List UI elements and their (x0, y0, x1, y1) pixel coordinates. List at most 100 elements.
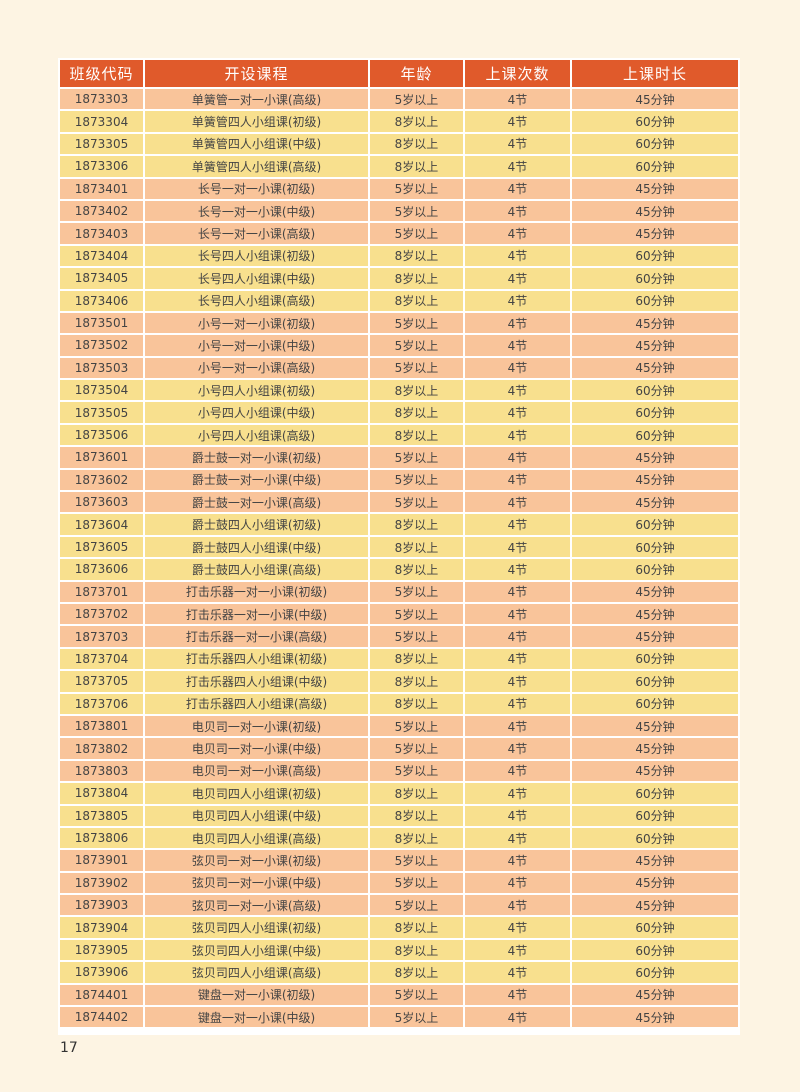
cell-age: 8岁以上 (370, 290, 463, 311)
table-row: 1873505 小号四人小组课(中级) 8岁以上 4节 60分钟 (60, 402, 738, 423)
cell-class-code: 1874402 (60, 1007, 143, 1028)
table-row: 1873805 电贝司四人小组课(中级) 8岁以上 4节 60分钟 (60, 805, 738, 826)
cell-session-count: 4节 (465, 89, 570, 110)
table-row: 1873705 打击乐器四人小组课(中级) 8岁以上 4节 60分钟 (60, 671, 738, 692)
table-row: 1873605 爵士鼓四人小组课(中级) 8岁以上 4节 60分钟 (60, 536, 738, 558)
page-number: 17 (60, 1040, 78, 1056)
cell-duration: 45分钟 (572, 872, 738, 894)
cell-course-name: 打击乐器一对一小课(初级) (145, 581, 368, 602)
table-row: 1873502 小号一对一小课(中级) 5岁以上 4节 45分钟 (60, 335, 738, 356)
cell-class-code: 1873505 (60, 402, 143, 423)
table-row: 1873406 长号四人小组课(高级) 8岁以上 4节 60分钟 (60, 290, 738, 311)
table-row: 1873506 小号四人小组课(高级) 8岁以上 4节 60分钟 (60, 424, 738, 446)
cell-duration: 60分钟 (572, 536, 738, 558)
cell-duration: 45分钟 (572, 447, 738, 468)
cell-session-count: 4节 (465, 648, 570, 670)
table-row: 1873606 爵士鼓四人小组课(高级) 8岁以上 4节 60分钟 (60, 559, 738, 580)
cell-course-name: 键盘一对一小课(中级) (145, 1007, 368, 1028)
cell-class-code: 1873704 (60, 648, 143, 670)
cell-class-code: 1873502 (60, 335, 143, 356)
cell-age: 5岁以上 (370, 312, 463, 334)
table-row: 1873401 长号一对一小课(初级) 5岁以上 4节 45分钟 (60, 178, 738, 199)
table-row: 1873703 打击乐器一对一小课(高级) 5岁以上 4节 45分钟 (60, 626, 738, 647)
table-row: 1873904 弦贝司四人小组课(初级) 8岁以上 4节 60分钟 (60, 917, 738, 938)
cell-session-count: 4节 (465, 895, 570, 916)
cell-session-count: 4节 (465, 223, 570, 244)
cell-course-name: 单簧管四人小组课(高级) (145, 156, 368, 177)
cell-age: 5岁以上 (370, 626, 463, 647)
cell-session-count: 4节 (465, 492, 570, 513)
table-row: 1873501 小号一对一小课(初级) 5岁以上 4节 45分钟 (60, 312, 738, 334)
cell-class-code: 1873802 (60, 738, 143, 759)
cell-session-count: 4节 (465, 783, 570, 804)
cell-session-count: 4节 (465, 469, 570, 491)
cell-course-name: 弦贝司四人小组课(初级) (145, 917, 368, 938)
cell-session-count: 4节 (465, 268, 570, 289)
cell-class-code: 1873601 (60, 447, 143, 468)
cell-age: 5岁以上 (370, 850, 463, 871)
cell-duration: 60分钟 (572, 111, 738, 132)
cell-course-name: 弦贝司一对一小课(高级) (145, 895, 368, 916)
cell-course-name: 电贝司四人小组课(中级) (145, 805, 368, 826)
table-row: 1873806 电贝司四人小组课(高级) 8岁以上 4节 60分钟 (60, 827, 738, 849)
cell-age: 5岁以上 (370, 447, 463, 468)
cell-duration: 45分钟 (572, 469, 738, 491)
cell-class-code: 1873904 (60, 917, 143, 938)
cell-course-name: 打击乐器四人小组课(初级) (145, 648, 368, 670)
cell-class-code: 1873905 (60, 939, 143, 961)
table-row: 1873802 电贝司一对一小课(中级) 5岁以上 4节 45分钟 (60, 738, 738, 759)
cell-class-code: 1873902 (60, 872, 143, 894)
cell-session-count: 4节 (465, 357, 570, 379)
cell-duration: 45分钟 (572, 738, 738, 759)
cell-age: 5岁以上 (370, 178, 463, 199)
cell-duration: 60分钟 (572, 559, 738, 580)
cell-course-name: 爵士鼓四人小组课(初级) (145, 514, 368, 535)
cell-age: 5岁以上 (370, 492, 463, 513)
cell-session-count: 4节 (465, 962, 570, 983)
cell-course-name: 弦贝司四人小组课(中级) (145, 939, 368, 961)
cell-course-name: 长号四人小组课(初级) (145, 245, 368, 267)
cell-age: 5岁以上 (370, 984, 463, 1006)
cell-duration: 60分钟 (572, 917, 738, 938)
cell-class-code: 1873305 (60, 133, 143, 155)
cell-duration: 45分钟 (572, 357, 738, 379)
cell-session-count: 4节 (465, 693, 570, 714)
cell-session-count: 4节 (465, 447, 570, 468)
cell-class-code: 1873306 (60, 156, 143, 177)
cell-age: 8岁以上 (370, 939, 463, 961)
cell-session-count: 4节 (465, 581, 570, 602)
cell-duration: 45分钟 (572, 895, 738, 916)
cell-course-name: 单簧管四人小组课(中级) (145, 133, 368, 155)
cell-class-code: 1873602 (60, 469, 143, 491)
cell-course-name: 电贝司一对一小课(初级) (145, 715, 368, 737)
cell-age: 8岁以上 (370, 245, 463, 267)
cell-session-count: 4节 (465, 984, 570, 1006)
table-row: 1873304 单簧管四人小组课(初级) 8岁以上 4节 60分钟 (60, 111, 738, 132)
cell-age: 5岁以上 (370, 872, 463, 894)
cell-duration: 45分钟 (572, 603, 738, 625)
cell-age: 5岁以上 (370, 223, 463, 244)
cell-session-count: 4节 (465, 671, 570, 692)
cell-age: 8岁以上 (370, 514, 463, 535)
table-row: 1873503 小号一对一小课(高级) 5岁以上 4节 45分钟 (60, 357, 738, 379)
header-class-code: 班级代码 (60, 60, 143, 87)
cell-course-name: 爵士鼓四人小组课(中级) (145, 536, 368, 558)
table-row: 1873405 长号四人小组课(中级) 8岁以上 4节 60分钟 (60, 268, 738, 289)
cell-class-code: 1873804 (60, 783, 143, 804)
cell-class-code: 1873406 (60, 290, 143, 311)
header-age: 年龄 (370, 60, 463, 87)
cell-age: 8岁以上 (370, 133, 463, 155)
table-row: 1873903 弦贝司一对一小课(高级) 5岁以上 4节 45分钟 (60, 895, 738, 916)
cell-course-name: 小号四人小组课(高级) (145, 424, 368, 446)
table-row: 1874402 键盘一对一小课(中级) 5岁以上 4节 45分钟 (60, 1007, 738, 1028)
cell-duration: 45分钟 (572, 200, 738, 222)
cell-session-count: 4节 (465, 290, 570, 311)
cell-course-name: 小号四人小组课(初级) (145, 380, 368, 401)
cell-duration: 60分钟 (572, 648, 738, 670)
cell-course-name: 长号四人小组课(中级) (145, 268, 368, 289)
cell-duration: 45分钟 (572, 626, 738, 647)
table-row: 1873905 弦贝司四人小组课(中级) 8岁以上 4节 60分钟 (60, 939, 738, 961)
cell-age: 8岁以上 (370, 268, 463, 289)
cell-course-name: 长号一对一小课(初级) (145, 178, 368, 199)
table-row: 1874401 键盘一对一小课(初级) 5岁以上 4节 45分钟 (60, 984, 738, 1006)
